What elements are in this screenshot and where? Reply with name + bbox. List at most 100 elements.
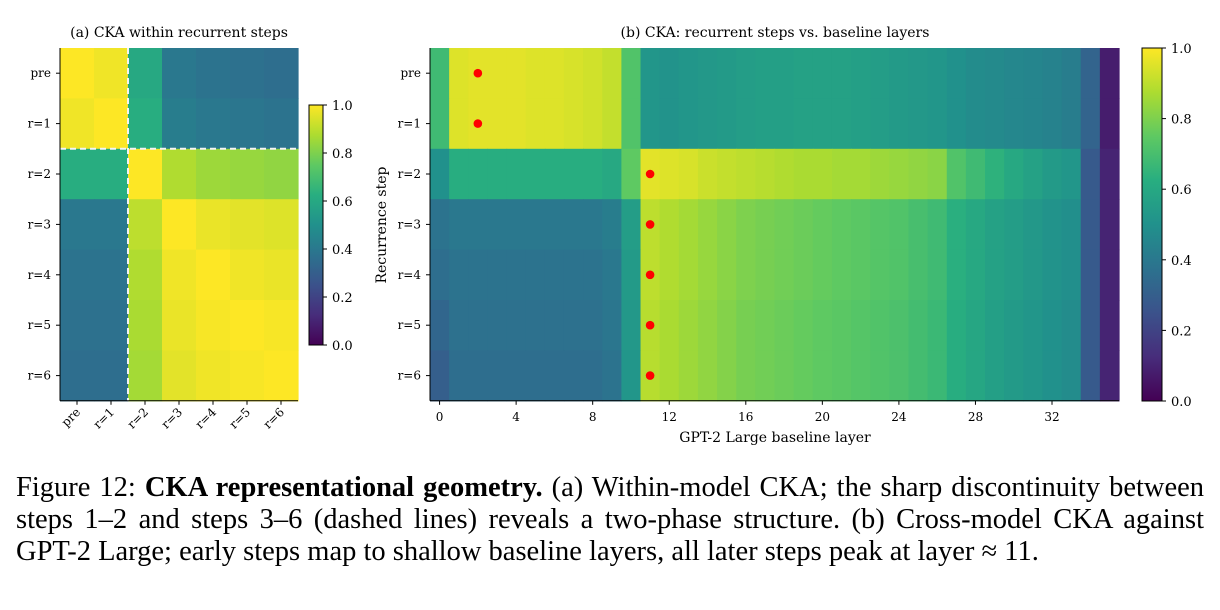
panel-a-xtick-label: pre [59,405,83,429]
panel-b-xtick-label: 16 [738,410,753,424]
panel-b-cell [621,98,642,150]
panel-b-cell [697,199,718,251]
panel-b: (b) CKA: recurrent steps vs. baseline la… [374,25,1120,446]
panel-b-cell [678,98,699,150]
panel-b-ylabel: Recurrence step [374,166,390,283]
panel-b-cell [544,98,565,150]
panel-b-cell [889,300,910,351]
panel-b-cell [965,350,986,402]
panel-b-peak-marker [645,371,655,380]
panel-b-cell [812,148,833,200]
panel-b-cell [563,199,584,251]
panel-b-cell [717,98,737,150]
panel-b-cell [774,350,795,402]
panel-b-cell [793,148,814,200]
panel-b-cell [812,199,833,251]
panel-a-cell [162,300,197,351]
panel-a-ytick-label: r=2 [28,167,51,181]
panel-b-cell [640,48,661,99]
panel-b-cell [812,98,833,150]
panel-a-cell [60,98,95,150]
colorbar-a-tick-label: 0.0 [332,339,353,354]
panel-a-cell [162,199,197,251]
panel-b-xtick-label: 20 [815,410,830,424]
panel-b-cell [544,300,565,351]
panel-b-cell [1061,148,1082,200]
panel-b-cell [851,249,871,301]
panel-b-cell [621,350,642,402]
panel-b-cell [449,98,469,150]
panel-b-cell [755,249,776,301]
panel-a-cell [264,48,299,99]
panel-b-cell [1023,98,1044,150]
panel-b-cell [985,350,1005,402]
panel-a-cell [60,350,95,402]
panel-b-cell [697,350,718,402]
caption-text: (a) Within-model CKA; the sharp disconti… [16,472,1205,567]
panel-b-cell [774,148,795,200]
panel-b-cell [1099,98,1120,150]
panel-a-cell [60,48,95,99]
panel-b-cell [621,300,642,351]
panel-b-cell [563,300,584,351]
panel-b-cell [430,148,450,200]
panel-b-cell [889,48,910,99]
panel-b-cell [927,350,948,402]
panel-b-cell [506,300,527,351]
panel-a-xtick-label: r=3 [159,405,185,431]
panel-a-cell [128,249,163,301]
panel-b-cell [1080,249,1101,301]
panel-a-cell [128,98,163,150]
panel-b-cell [506,350,527,402]
panel-b-cell [487,249,508,301]
panel-b-cell [985,48,1005,99]
panel-b-cell [717,300,737,351]
panel-b-cells [430,48,1120,402]
panel-a-ytick-label: r=4 [28,268,52,282]
panel-b-cell [1061,98,1082,150]
panel-b-xtick-label: 28 [968,410,983,424]
panel-a-xtick-label: r=4 [193,405,220,432]
panel-b-cell [583,249,603,301]
colorbar-b-gradient [1141,47,1163,402]
panel-b-ytick-label: r=3 [398,217,421,231]
panel-b-cell [946,148,967,200]
panel-b-cell [985,199,1005,251]
panel-b-cell [851,148,871,200]
panel-b-cell [1042,199,1063,251]
panel-b-cell [487,350,508,402]
panel-b-cell [487,199,508,251]
panel-b-cell [927,98,948,150]
figure: (a) CKA within recurrent steps pre r=1 r=2… [28,25,1192,446]
panel-b-cell [506,249,527,301]
panel-b-cell [927,300,948,351]
panel-b-cell [851,199,871,251]
panel-b-cell [449,350,469,402]
panel-a-cell [196,249,231,301]
panel-b-cell [908,199,929,251]
panel-b-cell [793,48,814,99]
panel-b-cell [736,98,756,150]
colorbar-a-tick-label: 0.2 [332,291,353,306]
panel-b-cell [908,48,929,99]
panel-b-cell [755,199,776,251]
panel-b-cell [487,300,508,351]
panel-b-cell [851,350,871,402]
panel-b-xtick-label: 24 [891,410,907,424]
panel-b-cell [1061,199,1082,251]
panel-b-cell [908,350,929,402]
panel-b-cell [1080,199,1101,251]
caption-label: Figure 12: [16,472,136,503]
panel-b-cell [1023,350,1044,402]
panel-b-cell [1004,48,1024,99]
panel-b-cell [678,148,699,200]
panel-b-cell [831,300,852,351]
panel-b-cell [1061,249,1082,301]
panel-a-cell [264,300,299,351]
panel-b-cell [563,98,584,150]
panel-a-cell [264,249,299,301]
panel-b-cell [908,300,929,351]
panel-b-cell [583,199,603,251]
panel-b-cell [544,350,565,402]
panel-a-cell [60,199,95,251]
